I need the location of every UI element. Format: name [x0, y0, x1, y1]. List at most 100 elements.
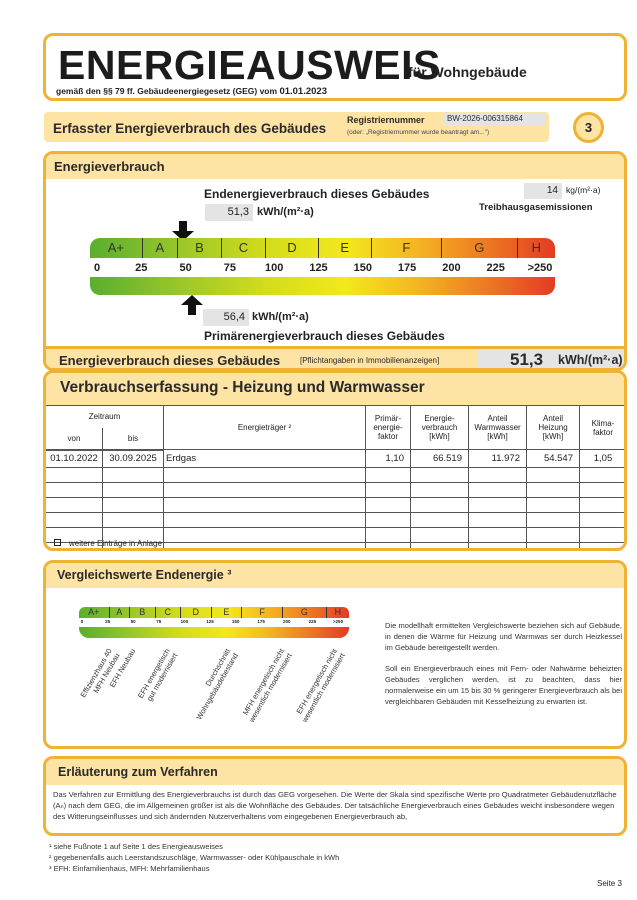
section-heading: Erläuterung zum Verfahren [46, 759, 624, 785]
cell-energie [410, 482, 469, 498]
col-primaerfaktor: Primär- energie- faktor [365, 405, 411, 450]
cell-bis [102, 482, 164, 498]
energy-class-A: A [110, 607, 130, 618]
tick-label: 75 [223, 262, 237, 274]
cell-von [46, 512, 103, 528]
cell-klima [579, 497, 624, 513]
cell-klima [579, 482, 624, 498]
energy-class-F: F [372, 238, 442, 258]
tick-label: 75 [156, 619, 162, 624]
cell-energie [410, 467, 469, 483]
footnotes: ¹ siehe Fußnote 1 auf Seite 1 des Energi… [49, 841, 339, 874]
tick-label: 100 [180, 619, 189, 624]
comparison-text-2: Soll ein Energieverbrauch eines mit Fern… [385, 664, 622, 706]
comparison-label: Durchschnitt Wohngebäudebestand [194, 647, 240, 722]
energy-class-H: H [334, 607, 342, 617]
energy-class-B: B [130, 607, 156, 618]
primary-value: 56,4 [203, 309, 249, 326]
law-text: gemäß den §§ 79 ff. Gebäudeenergiegesetz… [56, 86, 327, 97]
tick-label: 125 [309, 262, 328, 274]
footnote: ¹ siehe Fußnote 1 auf Seite 1 des Energi… [49, 842, 223, 851]
section-bar: Erfasster Energieverbrauch des Gebäudes … [44, 112, 549, 142]
section-heading: Verbrauchserfassung - Heizung und Warmwa… [46, 373, 624, 405]
table-row [46, 467, 624, 483]
col-energietraeger: Energieträger ² [163, 405, 366, 450]
energy-class-Aplus: A+ [90, 238, 143, 258]
tick-label: 225 [486, 262, 505, 274]
section-title: Erfasster Energieverbrauch des Gebäudes [53, 121, 327, 136]
summary-row: Energieverbrauch dieses Gebäudes [Pflich… [46, 346, 624, 369]
more-entries-label: weitere Einträge in Anlage [69, 539, 162, 548]
energy-class-A: A [143, 238, 178, 258]
col-von: von [46, 427, 103, 451]
energy-class-C: C [222, 238, 266, 258]
cell-heiz: 54.547 [526, 449, 580, 468]
energy-class-B: B [178, 238, 222, 258]
cell-ww: 11.972 [468, 449, 527, 468]
cell-klima: 1,05 [579, 449, 624, 468]
cell-ww [468, 542, 527, 548]
tick-label: >250 [527, 262, 553, 274]
cell-energie [410, 512, 469, 528]
verfahren-text: Das Verfahren zur Ermittlung des Energie… [53, 790, 617, 821]
cell-primaer: 1,10 [365, 449, 411, 468]
cell-heiz [526, 527, 580, 543]
comparison-label: EFH energetisch gut modernisiert [135, 647, 180, 703]
page-title: ENERGIEAUSWEIS [58, 42, 441, 88]
cell-primaer [365, 467, 411, 483]
cell-ww [468, 497, 527, 513]
tick-label: 0 [93, 262, 101, 274]
energy-class-E: E [212, 607, 243, 618]
ghg-value: 14 [524, 183, 562, 199]
tick-label: 150 [231, 619, 240, 624]
energy-class-H: H [531, 240, 542, 255]
cell-traeger [163, 467, 366, 483]
comparison-text-1: Die modellhaft ermittelten Vergleichswer… [385, 621, 622, 652]
cell-ww [468, 482, 527, 498]
cell-traeger [163, 512, 366, 528]
comparison-gradient-bar [79, 627, 349, 638]
summary-value: 51,3 [510, 350, 544, 369]
col-energieverbrauch: Energie- verbrauch [kWh] [410, 405, 469, 450]
table-row [46, 542, 624, 548]
page-number: Seite 3 [597, 879, 622, 888]
cell-bis [102, 467, 164, 483]
energieverbrauch-box: Energieverbrauch Endenergieverbrauch die… [43, 151, 627, 371]
ghg-label: Treibhausgasemissionen [479, 202, 593, 213]
cell-traeger: Erdgas [163, 449, 366, 468]
cell-primaer [365, 497, 411, 513]
cell-heiz [526, 542, 580, 548]
verbrauch-box: Verbrauchserfassung - Heizung und Warmwa… [43, 370, 627, 551]
cell-heiz [526, 482, 580, 498]
cell-von: 01.10.2022 [46, 449, 103, 468]
verfahren-box: Erläuterung zum Verfahren Das Verfahren … [43, 756, 627, 836]
summary-label: Energieverbrauch dieses Gebäudes [59, 353, 281, 368]
cell-traeger [163, 542, 366, 548]
comparison-label: MFH energetisch nicht wesentlich moderni… [240, 647, 294, 724]
page-badge: 3 [573, 112, 604, 143]
tick-label: 25 [135, 262, 148, 274]
cell-primaer [365, 542, 411, 548]
footnote: ² gegebenenfalls auch Leerstandszuschläg… [49, 853, 340, 862]
col-bis: bis [102, 427, 164, 451]
cell-energie [410, 497, 469, 513]
energy-class-G: G [283, 607, 327, 618]
col-zeitraum: Zeitraum [46, 405, 164, 428]
tick-label: 200 [283, 619, 291, 624]
primary-label: Primärenergieverbrauch dieses Gebäudes [204, 329, 445, 343]
footnote: ³ EFH: Einfamilienhaus, MFH: Mehrfamilie… [49, 864, 210, 873]
cell-energie: 66.519 [410, 449, 469, 468]
comparison-label: EFH energetisch nicht wesentlich moderni… [294, 647, 347, 724]
consumption-table: Zeitraum Energieträger ² Primär- energie… [46, 405, 624, 548]
energy-class-Aplus: A+ [79, 607, 110, 618]
cell-heiz [526, 512, 580, 528]
table-row [46, 482, 624, 498]
checkbox-icon[interactable] [54, 539, 61, 546]
cell-traeger [163, 482, 366, 498]
tick-label: 25 [105, 619, 111, 624]
energy-class-E: E [319, 238, 372, 258]
cell-ww [468, 467, 527, 483]
energy-class-C: C [156, 607, 181, 618]
table-row [46, 497, 624, 513]
more-entries[interactable]: weitere Einträge in Anlage [54, 539, 162, 548]
